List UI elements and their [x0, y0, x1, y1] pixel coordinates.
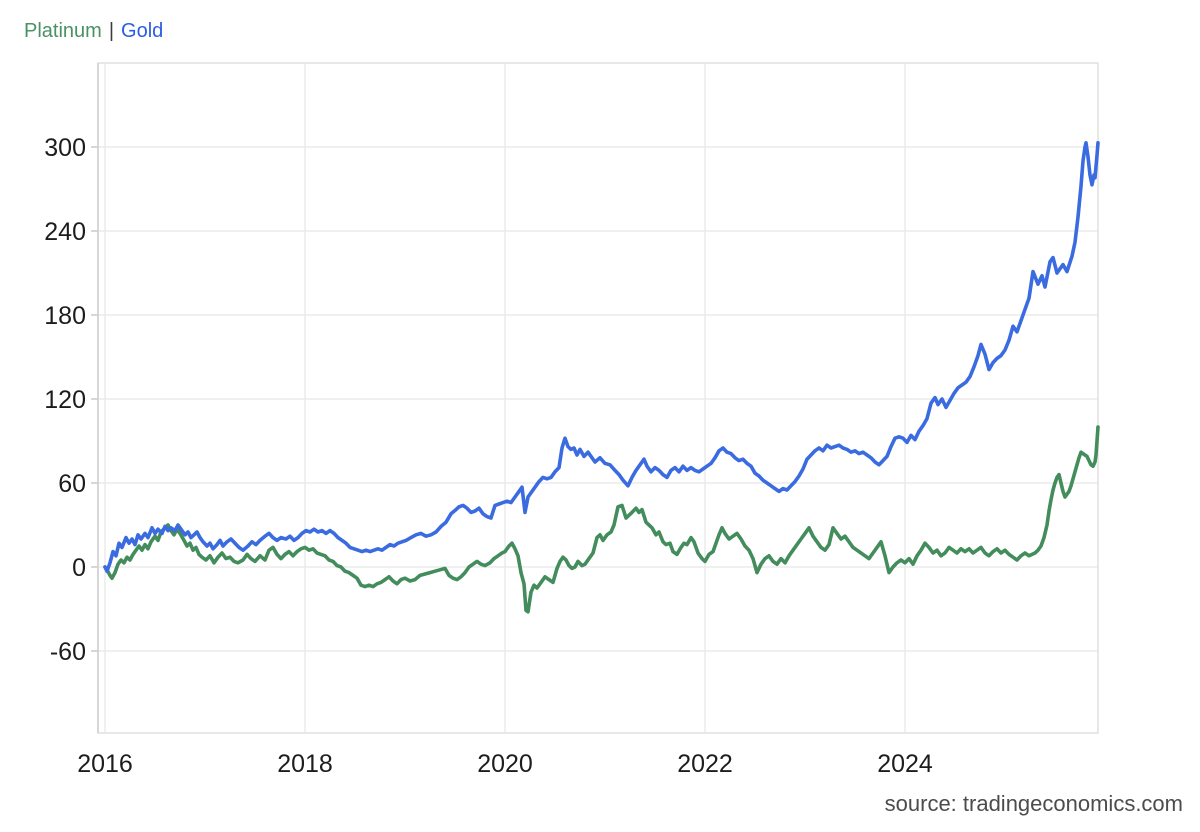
- y-axis-label: 180: [44, 302, 86, 330]
- x-axis-label: 2022: [677, 750, 733, 778]
- x-axis-label: 2018: [277, 750, 333, 778]
- x-axis-label: 2016: [77, 750, 133, 778]
- y-axis-label: 0: [72, 554, 86, 582]
- gold-series-line[interactable]: [103, 141, 1100, 573]
- y-axis-label: -60: [50, 638, 86, 666]
- y-axis-label: 300: [44, 134, 86, 162]
- y-axis-label: 120: [44, 386, 86, 414]
- x-axis-label: 2020: [477, 750, 533, 778]
- source-attribution-link[interactable]: source: tradingeconomics.com: [884, 791, 1183, 816]
- y-axis-label: 60: [58, 470, 86, 498]
- plot-border: [97, 62, 1099, 734]
- y-axis-label: 240: [44, 218, 86, 246]
- series-legend: Platinum | Gold: [24, 19, 163, 43]
- x-axis-label: 2024: [877, 750, 933, 778]
- platinum-series-line[interactable]: [103, 425, 1100, 614]
- legend-item-platinum[interactable]: Platinum: [24, 20, 102, 42]
- legend-separator: |: [108, 20, 115, 42]
- legend-item-gold[interactable]: Gold: [121, 20, 164, 42]
